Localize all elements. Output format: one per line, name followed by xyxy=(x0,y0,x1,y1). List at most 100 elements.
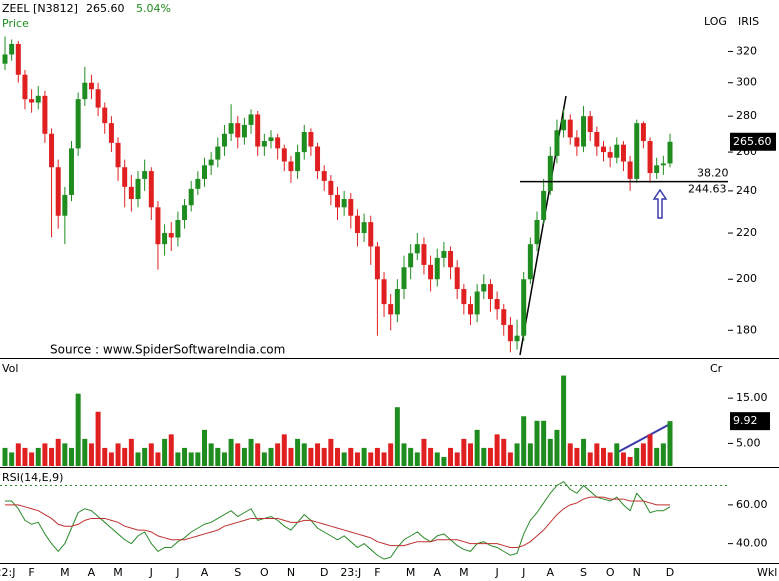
candle-body xyxy=(122,167,128,187)
candle-body xyxy=(647,141,653,174)
candle-body xyxy=(288,161,294,172)
x-tick-label: N xyxy=(287,566,295,579)
x-tick-label: D xyxy=(666,566,674,579)
volume-bar xyxy=(155,452,161,466)
candle-body xyxy=(88,82,94,90)
volume-trend-line xyxy=(617,423,671,453)
fib-label: 38.20 xyxy=(697,167,729,180)
candle-body xyxy=(374,246,380,280)
candle-body xyxy=(335,194,340,208)
volume-bar xyxy=(148,443,154,466)
fib-value: 244.63 xyxy=(688,183,727,196)
candle-body xyxy=(295,152,301,172)
volume-bar xyxy=(627,456,633,466)
y-tick-label: 280 xyxy=(736,109,757,122)
volume-bar xyxy=(42,443,48,466)
candle-body xyxy=(195,178,201,189)
rsi-line xyxy=(5,480,671,560)
volume-bar xyxy=(434,452,440,466)
volume-bar xyxy=(295,438,301,466)
volume-bar xyxy=(301,443,307,466)
volume-bar xyxy=(667,421,673,466)
x-tick-label: J xyxy=(149,566,153,579)
x-tick-label: J xyxy=(175,566,179,579)
candle-body xyxy=(182,205,188,221)
volume-bar xyxy=(88,443,94,466)
volume-bar xyxy=(128,438,134,466)
candle-body xyxy=(281,148,287,162)
candle-body xyxy=(15,43,21,75)
volume-bar xyxy=(381,452,387,466)
candle-body xyxy=(514,335,520,342)
volume-bar xyxy=(468,443,473,466)
x-tick-label: M xyxy=(60,566,70,579)
volume-bar xyxy=(527,443,533,466)
x-tick-label: M xyxy=(459,566,469,579)
last-volume-label: 9.92 xyxy=(733,414,758,427)
candle-body xyxy=(2,54,8,64)
y-tick-label: 200 xyxy=(736,272,757,285)
candle-body xyxy=(42,95,48,134)
volume-bar xyxy=(487,447,493,466)
candle-body xyxy=(35,95,41,103)
volume-bar xyxy=(95,411,101,466)
volume-bar xyxy=(654,447,660,466)
candle-body xyxy=(75,99,81,149)
volume-bar xyxy=(474,429,480,466)
volume-bar xyxy=(414,452,420,466)
x-tick-label: A xyxy=(88,566,96,579)
volume-bar xyxy=(168,434,174,466)
y-tick-label: 40.00 xyxy=(736,537,768,550)
volume-bar xyxy=(255,443,261,466)
price-change: 5.04% xyxy=(136,2,171,15)
volume-bar xyxy=(481,447,487,466)
volume-bar xyxy=(660,443,666,466)
volume-bar xyxy=(614,443,620,466)
x-tick-label: D xyxy=(320,566,328,579)
x-tick-label: O xyxy=(606,566,615,579)
volume-bar xyxy=(288,447,294,466)
last-price-label: 265.60 xyxy=(733,135,772,148)
volume-bar xyxy=(554,429,560,466)
volume-bar xyxy=(308,447,314,466)
volume-bar xyxy=(521,416,527,466)
candle-body xyxy=(574,137,580,147)
volume-bar xyxy=(22,447,28,466)
source-note: Source : www.SpiderSoftwareIndia.com xyxy=(50,343,285,357)
last-price-box xyxy=(730,132,776,151)
volume-bar xyxy=(601,447,606,466)
candle-body xyxy=(394,289,400,315)
x-tick-label: A xyxy=(201,566,209,579)
volume-bar xyxy=(514,443,520,466)
volume-bar xyxy=(394,407,400,466)
volume-bar xyxy=(354,452,360,466)
candle-body xyxy=(188,188,194,206)
volume-bar xyxy=(35,447,41,466)
volume-bar xyxy=(328,438,334,466)
toolbar-iris[interactable]: IRIS xyxy=(738,15,759,28)
volume-bar xyxy=(361,447,367,466)
candle-body xyxy=(275,137,281,149)
volume-bar xyxy=(401,443,407,466)
candle-body xyxy=(301,132,307,153)
x-tick-label: N xyxy=(633,566,641,579)
candle-body xyxy=(361,222,367,234)
volume-bar xyxy=(55,438,61,466)
volume-bar xyxy=(341,452,347,466)
volume-bar xyxy=(215,447,221,466)
volume-bar xyxy=(122,447,128,466)
volume-bar xyxy=(501,438,507,466)
candle-body xyxy=(547,155,553,191)
candle-body xyxy=(448,250,454,268)
volume-bar xyxy=(188,452,194,466)
x-tick-label: F xyxy=(374,566,380,579)
candle-body xyxy=(162,233,168,245)
volume-bar xyxy=(115,443,121,466)
volume-bar xyxy=(261,452,267,466)
volume-bar xyxy=(281,434,287,466)
toolbar-log[interactable]: LOG xyxy=(704,15,727,28)
volume-bar xyxy=(208,443,214,466)
volume-bar xyxy=(335,447,340,466)
volume-bar xyxy=(494,434,500,466)
